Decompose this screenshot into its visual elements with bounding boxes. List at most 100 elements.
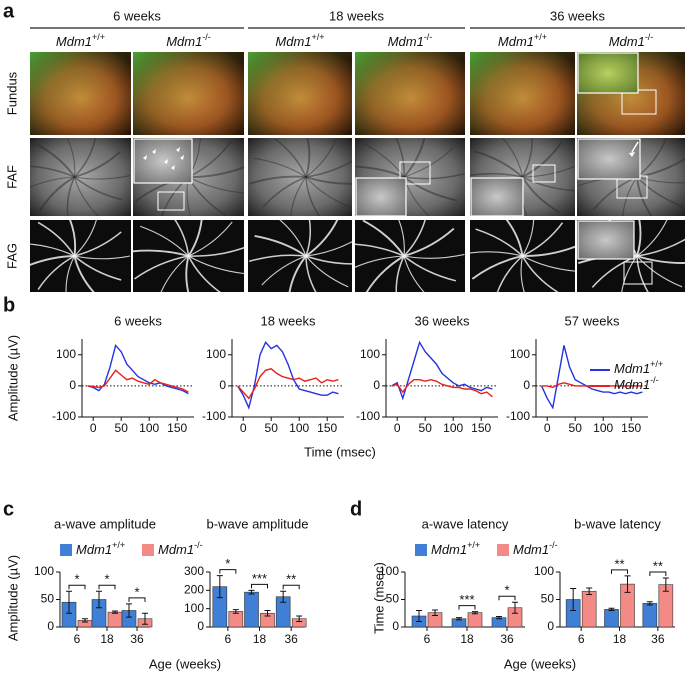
x-tick-label: 36	[651, 632, 665, 646]
y-tick-label: 100	[206, 347, 226, 361]
genotype-label: Mdm1-/-	[388, 32, 433, 49]
vessel	[160, 255, 189, 292]
vessel	[288, 255, 307, 292]
vessel	[496, 255, 523, 292]
subplot-title: 6 weeks	[114, 313, 162, 328]
vessel	[305, 241, 352, 257]
image-content	[133, 220, 244, 292]
vessel	[133, 249, 189, 257]
vessel	[403, 253, 465, 259]
bar	[107, 611, 123, 628]
subplot-title: 18 weeks	[261, 313, 316, 328]
error-bar	[586, 587, 593, 596]
significance-bracket	[219, 569, 237, 574]
retina-image	[470, 52, 575, 135]
group-title: 36 weeks	[550, 8, 605, 23]
row-label: FAG	[4, 243, 19, 269]
image-content	[30, 138, 131, 216]
significance-label: ***	[252, 571, 267, 586]
vessel	[187, 220, 203, 257]
retina-image	[355, 220, 465, 292]
x-tick-label: 18	[613, 632, 627, 646]
vessel	[30, 165, 75, 178]
significance-bracket	[498, 595, 516, 601]
error-bar	[112, 610, 118, 614]
erg-trace	[391, 340, 493, 401]
vessel	[38, 176, 75, 212]
y-tick-label: 0	[547, 619, 554, 633]
vessel	[262, 176, 307, 208]
x-tick-label: 18	[460, 632, 474, 646]
vessel	[188, 255, 244, 275]
error-bar	[216, 575, 223, 599]
subplot-title: b-wave amplitude	[207, 516, 309, 531]
vessel	[522, 245, 575, 257]
arrowhead	[143, 155, 147, 160]
vessel	[74, 255, 131, 260]
image-content	[470, 52, 575, 135]
retina-image	[30, 220, 131, 292]
fag-bg	[355, 220, 465, 292]
vessel	[274, 138, 307, 178]
x-tick-label: 36	[284, 632, 298, 646]
y-tick-label: 300	[184, 564, 204, 578]
retina-image	[30, 52, 131, 135]
inset-box	[157, 191, 185, 211]
significance-label: *	[134, 584, 139, 599]
y-tick-label: 100	[184, 601, 204, 615]
y-tick-label: -100	[52, 409, 76, 423]
vessel	[66, 176, 76, 216]
retina-image	[355, 52, 465, 135]
vessel	[134, 255, 189, 280]
vessel	[471, 255, 523, 280]
legend-label: Mdm1+/+	[76, 540, 125, 557]
panel-label: b	[3, 294, 15, 316]
subplot-title: a-wave amplitude	[54, 516, 156, 531]
fundus-green	[470, 52, 575, 135]
vessel	[522, 176, 575, 192]
significance-label: *	[225, 556, 230, 571]
subplot-title: a-wave latency	[422, 516, 509, 531]
row-label: FAF	[4, 165, 19, 189]
y-tick-label: 200	[184, 583, 204, 597]
group-title: 18 weeks	[329, 8, 384, 23]
bar	[228, 611, 244, 628]
vessel	[361, 142, 405, 178]
vessel	[279, 220, 307, 257]
error-bar	[82, 618, 88, 623]
image-content	[248, 220, 352, 292]
vessel	[305, 220, 339, 257]
x-tick-label: 18	[100, 632, 114, 646]
bar	[581, 590, 597, 628]
y-tick-label: 0	[69, 378, 76, 392]
error-bar	[432, 609, 438, 616]
vessel	[305, 255, 352, 265]
vessel	[66, 138, 76, 178]
arrowhead	[164, 159, 168, 164]
fundus-green	[248, 52, 352, 135]
significance-bracket	[68, 584, 86, 590]
vessel	[305, 220, 312, 257]
erg-trace	[391, 378, 493, 398]
retina-image	[470, 220, 575, 292]
vessel	[305, 160, 352, 178]
vessel	[636, 238, 685, 257]
vessel	[474, 150, 524, 178]
x-tick-label: 0	[90, 421, 97, 435]
vessel	[636, 220, 668, 257]
vessel	[522, 165, 575, 178]
arrowhead	[180, 155, 184, 160]
inset	[470, 177, 524, 217]
vessel	[636, 176, 684, 208]
error-bar	[472, 611, 478, 615]
significance-bracket	[611, 569, 628, 574]
significance-label: *	[74, 572, 79, 587]
x-tick-label: 50	[569, 421, 583, 435]
subplot-title: b-wave latency	[574, 516, 661, 531]
inset	[355, 177, 407, 217]
x-tick-label: 0	[394, 421, 401, 435]
error-bar	[624, 575, 631, 593]
vessel	[365, 255, 405, 292]
vessel	[74, 255, 122, 281]
